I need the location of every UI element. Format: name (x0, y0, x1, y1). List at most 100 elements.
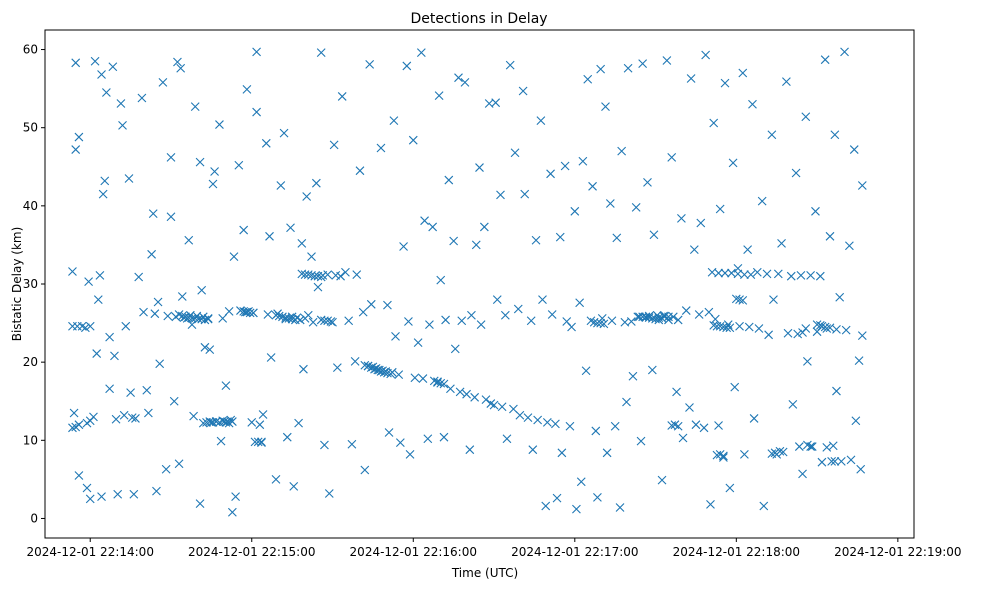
data-point (481, 395, 491, 405)
data-point (857, 331, 867, 340)
data-point (358, 307, 368, 317)
data-point (513, 304, 523, 314)
data-point (386, 369, 396, 379)
data-point (497, 402, 507, 412)
data-point (778, 447, 788, 457)
data-point (845, 241, 854, 251)
data-point (190, 102, 200, 111)
data-point (720, 78, 730, 88)
data-point (203, 313, 213, 323)
data-point (284, 313, 294, 323)
data-point (638, 59, 648, 68)
data-point (242, 85, 252, 94)
data-point (710, 314, 720, 324)
data-point (767, 130, 777, 140)
data-point (384, 428, 394, 437)
data-point (329, 140, 339, 150)
data-point (817, 457, 827, 467)
data-point (798, 469, 807, 479)
data-point (576, 477, 586, 487)
data-point (489, 400, 499, 410)
data-point (709, 118, 719, 128)
data-point (158, 77, 168, 87)
data-point (282, 432, 292, 442)
data-point (846, 455, 856, 465)
data-point (313, 282, 323, 292)
data-point (835, 292, 845, 302)
data-point (370, 364, 379, 374)
data-point (623, 63, 633, 73)
data-point (740, 449, 749, 459)
data-point (605, 199, 615, 208)
data-point (92, 349, 102, 358)
data-point (610, 421, 620, 431)
data-point (840, 47, 849, 57)
y-tick-label: 60 (23, 43, 38, 57)
data-point (830, 130, 840, 140)
x-tick-label: 2024-12-01 22:14:00 (27, 545, 154, 559)
data-point (722, 323, 732, 333)
data-point (163, 311, 173, 321)
y-tick-label: 20 (23, 355, 38, 369)
data-point (425, 320, 434, 330)
data-point (324, 489, 334, 498)
data-point (551, 419, 560, 429)
data-point (528, 445, 538, 455)
data-point (239, 225, 249, 235)
data-point (533, 415, 543, 425)
data-point (465, 445, 475, 455)
data-point (441, 315, 450, 325)
data-point (725, 323, 735, 333)
y-tick-label: 0 (30, 511, 38, 525)
data-point (436, 275, 446, 285)
data-point (807, 442, 817, 451)
data-point (706, 500, 715, 509)
x-tick-label: 2024-12-01 22:15:00 (188, 545, 315, 559)
data-point (142, 385, 152, 395)
data-point (316, 48, 326, 58)
data-point (299, 364, 308, 374)
data-point (719, 453, 728, 462)
data-point (596, 318, 606, 328)
data-point (586, 316, 596, 326)
data-point (245, 308, 255, 318)
data-point (134, 272, 144, 282)
y-axis-label: Bistatic Delay (km) (10, 227, 24, 342)
data-point (127, 413, 137, 423)
data-point (803, 440, 812, 450)
data-point (294, 418, 303, 428)
data-point (628, 371, 638, 381)
data-point (89, 412, 98, 422)
y-tick-label: 50 (23, 121, 38, 135)
data-point (174, 459, 184, 469)
data-point (849, 145, 859, 154)
data-point (796, 271, 806, 280)
data-point (198, 418, 208, 428)
data-point (538, 295, 547, 305)
data-point (450, 344, 460, 354)
data-point (413, 338, 423, 348)
data-point (505, 60, 515, 70)
data-point (599, 319, 609, 329)
y-tick-label: 30 (23, 277, 38, 291)
data-point (704, 307, 714, 317)
data-point (555, 232, 565, 242)
data-point (685, 403, 694, 412)
data-point (389, 116, 399, 126)
data-point (460, 77, 470, 87)
data-point (205, 345, 215, 355)
data-point (205, 417, 215, 426)
data-point (801, 112, 811, 122)
data-point (257, 437, 266, 447)
data-point (248, 308, 258, 318)
data-point (195, 499, 205, 509)
data-point (227, 417, 237, 426)
y-tick-label: 10 (23, 433, 38, 447)
axes-frame (44, 29, 915, 539)
data-point (567, 322, 576, 332)
data-point (767, 449, 777, 458)
data-point (583, 74, 593, 84)
data-point (131, 414, 140, 423)
x-tick-label: 2024-12-01 22:17:00 (511, 545, 638, 559)
data-point (773, 269, 783, 279)
